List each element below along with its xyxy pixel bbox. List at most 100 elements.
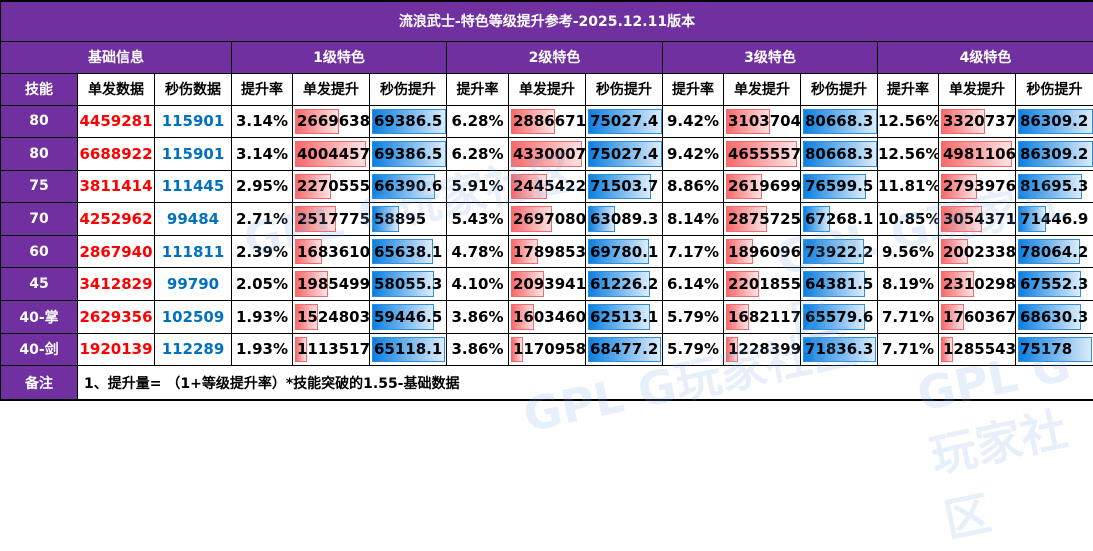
dps-upgrade-value: 69386.5 [370,112,442,130]
single-hit-upgrade: 2886671 [509,105,586,138]
single-hit-upgrade-value: 2517775 [293,210,370,228]
upgrade-rate: 9.42% [663,105,724,138]
single-hit-upgrade-value: 1682117 [724,308,801,326]
dps-upgrade: 71836.3 [801,333,878,366]
single-hit-upgrade: 2517775 [293,203,370,236]
upgrade-rate: 6.28% [447,105,509,138]
single-hit-base: 3412829 [78,268,155,301]
dps-upgrade: 69386.5 [370,105,447,138]
col-header-single-up: 单发提升 [293,73,370,105]
dps-upgrade-value: 59446.5 [370,308,442,326]
single-hit-upgrade: 1682117 [724,301,801,334]
single-hit-upgrade: 1683610 [293,235,370,268]
upgrade-rate: 7.71% [878,301,939,334]
single-hit-upgrade-value: 2002338 [939,243,1016,261]
dps-upgrade-value: 63089.3 [586,210,658,228]
upgrade-rate: 5.43% [447,203,509,236]
dps-upgrade: 65579.6 [801,301,878,334]
upgrade-rate: 7.71% [878,333,939,366]
dps-upgrade-value: 58055.3 [370,275,442,293]
single-hit-upgrade-value: 1524803 [293,308,370,326]
dps-upgrade-value: 69386.5 [370,145,442,163]
dps-upgrade-value: 76599.5 [801,177,873,195]
dps-upgrade: 67552.3 [1016,268,1093,301]
dps-upgrade: 86309.2 [1016,138,1093,171]
dps-base: 99790 [155,268,232,301]
dps-upgrade: 58895 [370,203,447,236]
dps-upgrade: 80668.3 [801,105,878,138]
upgrade-rate: 8.86% [663,170,724,203]
single-hit-upgrade: 1228399 [724,333,801,366]
upgrade-rate: 10.85% [878,203,939,236]
dps-upgrade: 61226.2 [586,268,663,301]
single-hit-upgrade: 2445422 [509,170,586,203]
dps-upgrade-value: 67552.3 [1016,275,1088,293]
single-hit-upgrade-value: 1985499 [293,275,370,293]
single-hit-upgrade-value: 4330007 [509,145,586,163]
upgrade-rate: 8.19% [878,268,939,301]
upgrade-rate: 5.91% [447,170,509,203]
single-hit-upgrade: 4330007 [509,138,586,171]
single-hit-upgrade-value: 4981106 [939,145,1016,163]
single-hit-upgrade: 4004457 [293,138,370,171]
single-hit-base: 3811414 [78,170,155,203]
single-hit-upgrade: 1760367 [939,301,1016,334]
single-hit-upgrade: 2093941 [509,268,586,301]
single-hit-upgrade: 2697080 [509,203,586,236]
dps-upgrade: 71446.9 [1016,203,1093,236]
group-header-level-3: 3级特色 [663,41,878,73]
dps-base: 99484 [155,203,232,236]
dps-upgrade: 78064.2 [1016,235,1093,268]
single-hit-upgrade: 1603460 [509,301,586,334]
dps-base: 115901 [155,138,232,171]
single-hit-upgrade-value: 1603460 [509,308,586,326]
single-hit-base: 2867940 [78,235,155,268]
dps-upgrade-value: 86309.2 [1016,145,1088,163]
upgrade-rate: 11.81% [878,170,939,203]
single-hit-base: 2629356 [78,301,155,334]
dps-upgrade: 81695.3 [1016,170,1093,203]
dps-base: 111445 [155,170,232,203]
upgrade-rate: 2.05% [232,268,293,301]
dps-upgrade-value: 62513.1 [586,308,658,326]
single-hit-upgrade-value: 3103704 [724,112,801,130]
skill-level: 70 [1,203,78,236]
single-hit-upgrade-value: 2697080 [509,210,586,228]
dps-upgrade-value: 78064.2 [1016,243,1088,261]
notes-text: 1、提升量= （1+等级提升率）*技能突破的1.55-基础数据 [78,366,1093,400]
single-hit-upgrade: 2619699 [724,170,801,203]
single-hit-upgrade: 4981106 [939,138,1016,171]
dps-base: 111811 [155,235,232,268]
dps-upgrade: 75178 [1016,333,1093,366]
upgrade-rate: 8.14% [663,203,724,236]
upgrade-rate: 12.56% [878,105,939,138]
dps-upgrade-value: 86309.2 [1016,112,1088,130]
upgrade-rate: 3.14% [232,138,293,171]
single-hit-upgrade: 2270555 [293,170,370,203]
dps-upgrade: 63089.3 [586,203,663,236]
upgrade-rate: 6.28% [447,138,509,171]
single-hit-upgrade-value: 2270555 [293,177,370,195]
single-hit-upgrade-value: 2310298 [939,275,1016,293]
group-header-level-4: 4级特色 [878,41,1093,73]
group-header-level-2: 2级特色 [447,41,663,73]
single-hit-upgrade-value: 1683610 [293,243,370,261]
single-hit-upgrade-value: 1896096 [724,243,801,261]
single-hit-upgrade-value: 2886671 [509,112,586,130]
skill-level: 45 [1,268,78,301]
single-hit-upgrade-value: 3320737 [939,112,1016,130]
upgrade-rate: 5.79% [663,333,724,366]
dps-upgrade-value: 58895 [370,210,426,228]
dps-upgrade-value: 75027.4 [586,145,658,163]
upgrade-rate: 5.79% [663,301,724,334]
dps-upgrade: 65638.1 [370,235,447,268]
dps-upgrade: 71503.7 [586,170,663,203]
skill-level: 40-掌 [1,301,78,334]
single-hit-upgrade-value: 2669638 [293,112,370,130]
